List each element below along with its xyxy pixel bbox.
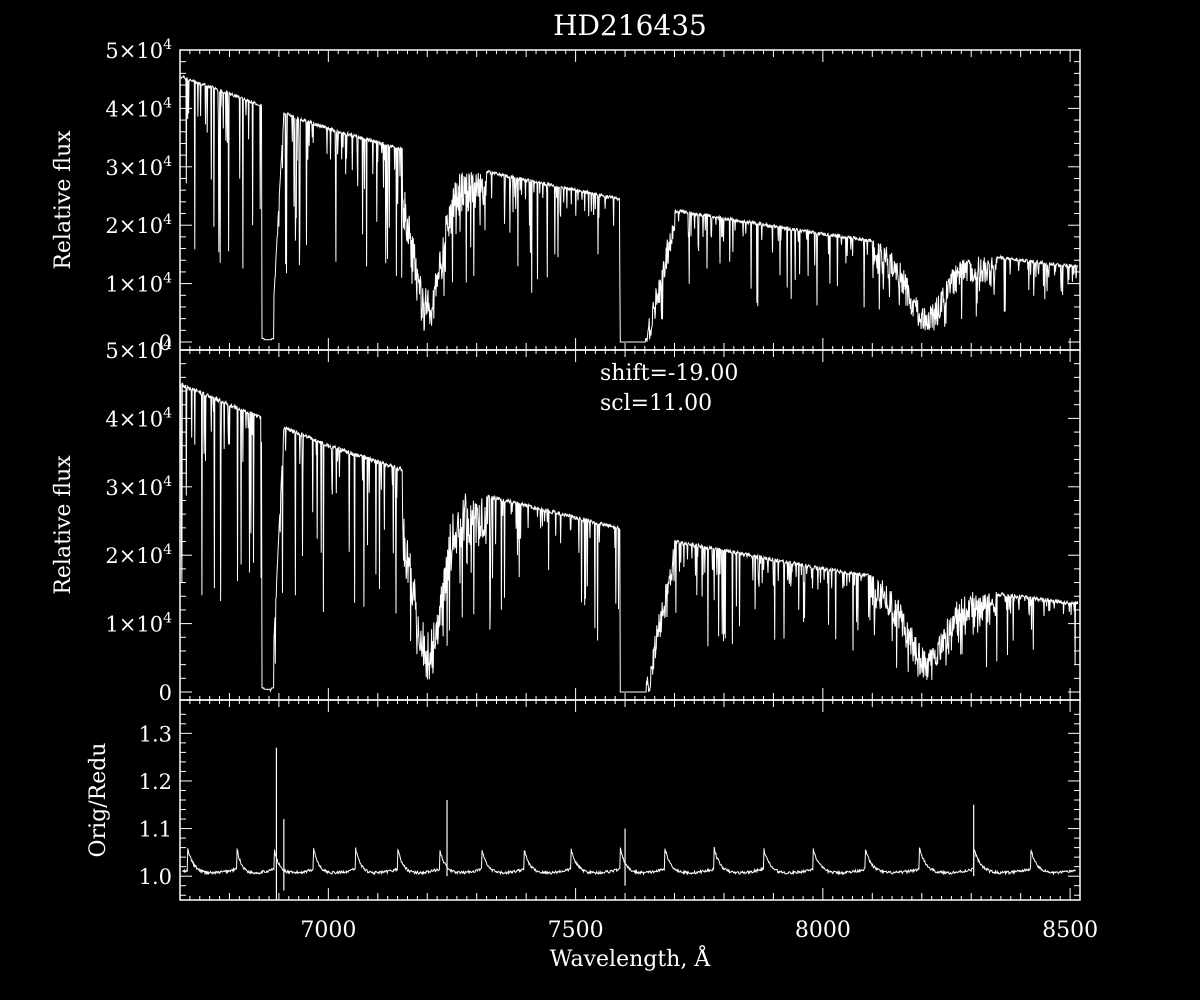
y-tick-label: 4×104	[105, 95, 172, 121]
y-tick-label: 5×104	[105, 37, 172, 63]
y-tick-label: 1.1	[139, 818, 172, 842]
tick-labels: 7000 7500 8000 8500 0 1×104 2×104 3×104 4×104 5×1…	[105, 37, 1098, 943]
y-tick-label: 1×104	[105, 271, 172, 297]
xlabel: Wavelength, Å	[550, 944, 712, 972]
chart-title: HD216435	[553, 9, 707, 42]
x-tick-label: 7000	[300, 918, 356, 943]
x-tick-label: 8500	[1042, 918, 1098, 943]
x-tick-label: 8000	[795, 918, 851, 943]
annotation-shift: shift=-19.00	[600, 361, 738, 386]
y-tick-label: 4×104	[105, 405, 172, 431]
ylabel-middle: Relative flux	[51, 455, 76, 595]
spectrum-line-middle	[180, 382, 1079, 693]
y-tick-label: 1.3	[139, 722, 172, 746]
y-tick-label: 1×104	[105, 611, 172, 637]
y-tick-label: 1.0	[139, 865, 172, 889]
y-tick-label: 2×104	[105, 542, 172, 568]
x-tick-label: 7500	[548, 918, 604, 943]
ratio-line	[182, 846, 1076, 876]
panel-bottom-frame	[179, 699, 1081, 901]
y-tick-label: 1.2	[139, 770, 172, 794]
y-tick-label: 5×104	[105, 337, 172, 363]
annotation-scl: scl=11.00	[600, 391, 712, 416]
axis-ticks	[180, 49, 1080, 900]
y-tick-label: 3×104	[105, 154, 172, 180]
y-tick-label: 0	[159, 331, 172, 355]
spectrum-line-top	[180, 74, 1079, 343]
y-tick-label: 3×104	[105, 474, 172, 500]
y-tick-label: 2×104	[105, 212, 172, 238]
ylabel-bottom: Orig/Redu	[86, 743, 111, 858]
series-layer	[180, 74, 1079, 900]
ylabel-top: Relative flux	[51, 130, 76, 270]
y-tick-label: 0	[159, 681, 172, 705]
